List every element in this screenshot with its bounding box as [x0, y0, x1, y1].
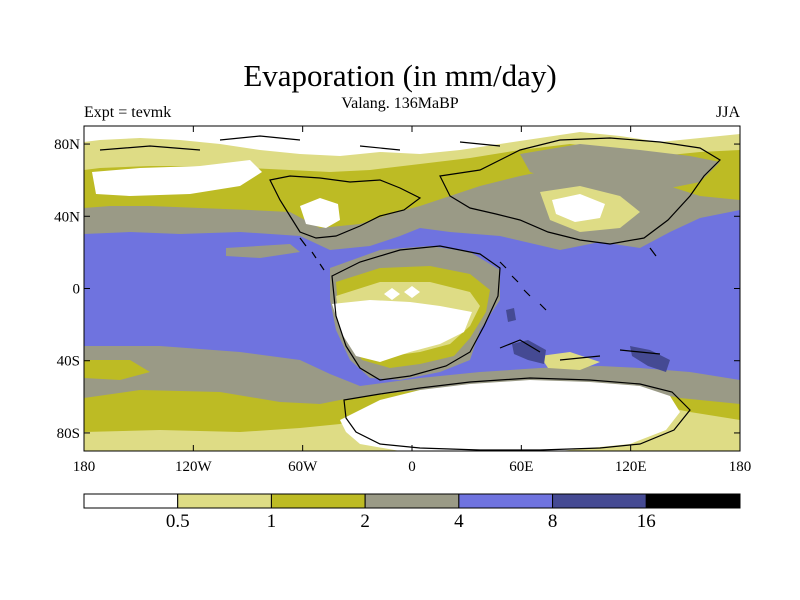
y-axis-ticks: 80N 40N 0 40S 80S	[54, 137, 740, 442]
x-axis-ticks: 180 120W 60W 0 60E 120E 180	[73, 126, 752, 475]
namerica-white-patch	[300, 198, 340, 228]
colorbar-label: 2	[360, 511, 370, 532]
x-tick-label: 0	[408, 459, 416, 475]
south-continent-white	[332, 300, 472, 362]
south-olive-patch-west	[84, 360, 150, 380]
y-tick-label: 40N	[54, 209, 80, 225]
y-tick-label: 80S	[57, 426, 80, 442]
dark-blue-patch-small	[506, 308, 516, 322]
x-tick-label: 180	[729, 459, 752, 475]
colorbar-segment	[458, 493, 554, 509]
x-tick-label: 120W	[175, 459, 213, 475]
y-tick-label: 0	[73, 282, 81, 298]
coastline-gondwana	[331, 245, 501, 381]
map-title: Evaporation (in mm/day)	[243, 58, 557, 93]
colorbar-label: 8	[548, 511, 558, 532]
y-tick-label: 40S	[57, 354, 80, 370]
north-white-patch-west	[92, 160, 262, 196]
y-tick-label: 80N	[54, 137, 80, 153]
asia-gray-region	[520, 144, 720, 198]
evaporation-field	[84, 126, 740, 451]
coastline-antarctica	[343, 377, 691, 451]
south-white-patch-north	[384, 286, 420, 300]
coastline-south-islands	[499, 339, 661, 361]
colorbar: 0.5 1 2 4 8 16	[83, 493, 741, 532]
season-label: JJA	[715, 104, 740, 121]
south-light-olive-strip	[540, 352, 600, 370]
colorbar-segment	[364, 493, 460, 509]
coastline-arctic-islands	[99, 135, 501, 151]
colorbar-segment	[552, 493, 647, 509]
x-tick-label: 180	[73, 459, 96, 475]
x-tick-label: 120E	[615, 459, 647, 475]
tropical-gray-band	[226, 244, 300, 258]
north-white-region	[84, 126, 740, 156]
asia-white-patch	[552, 194, 605, 222]
coastlines	[99, 135, 721, 451]
experiment-label: Expt = tevmk	[84, 104, 172, 121]
colorbar-label: 4	[454, 511, 464, 532]
dark-blue-patch-indian	[512, 340, 546, 364]
coastline-north-america	[269, 175, 422, 239]
coastline-island-chain	[299, 237, 657, 311]
coastline-eurasia	[439, 137, 721, 245]
map-subtitle: Valang. 136MaBP	[341, 95, 459, 112]
colorbar-segment	[83, 493, 179, 509]
colorbar-segment	[270, 493, 366, 509]
x-tick-label: 60E	[509, 459, 533, 475]
colorbar-segment	[177, 493, 272, 509]
x-tick-label: 60W	[288, 459, 318, 475]
antarctica-white	[340, 380, 680, 451]
colorbar-segment	[645, 493, 741, 509]
colorbar-label: 0.5	[166, 511, 190, 532]
colorbar-label: 1	[267, 511, 277, 532]
colorbar-label: 16	[637, 511, 656, 532]
